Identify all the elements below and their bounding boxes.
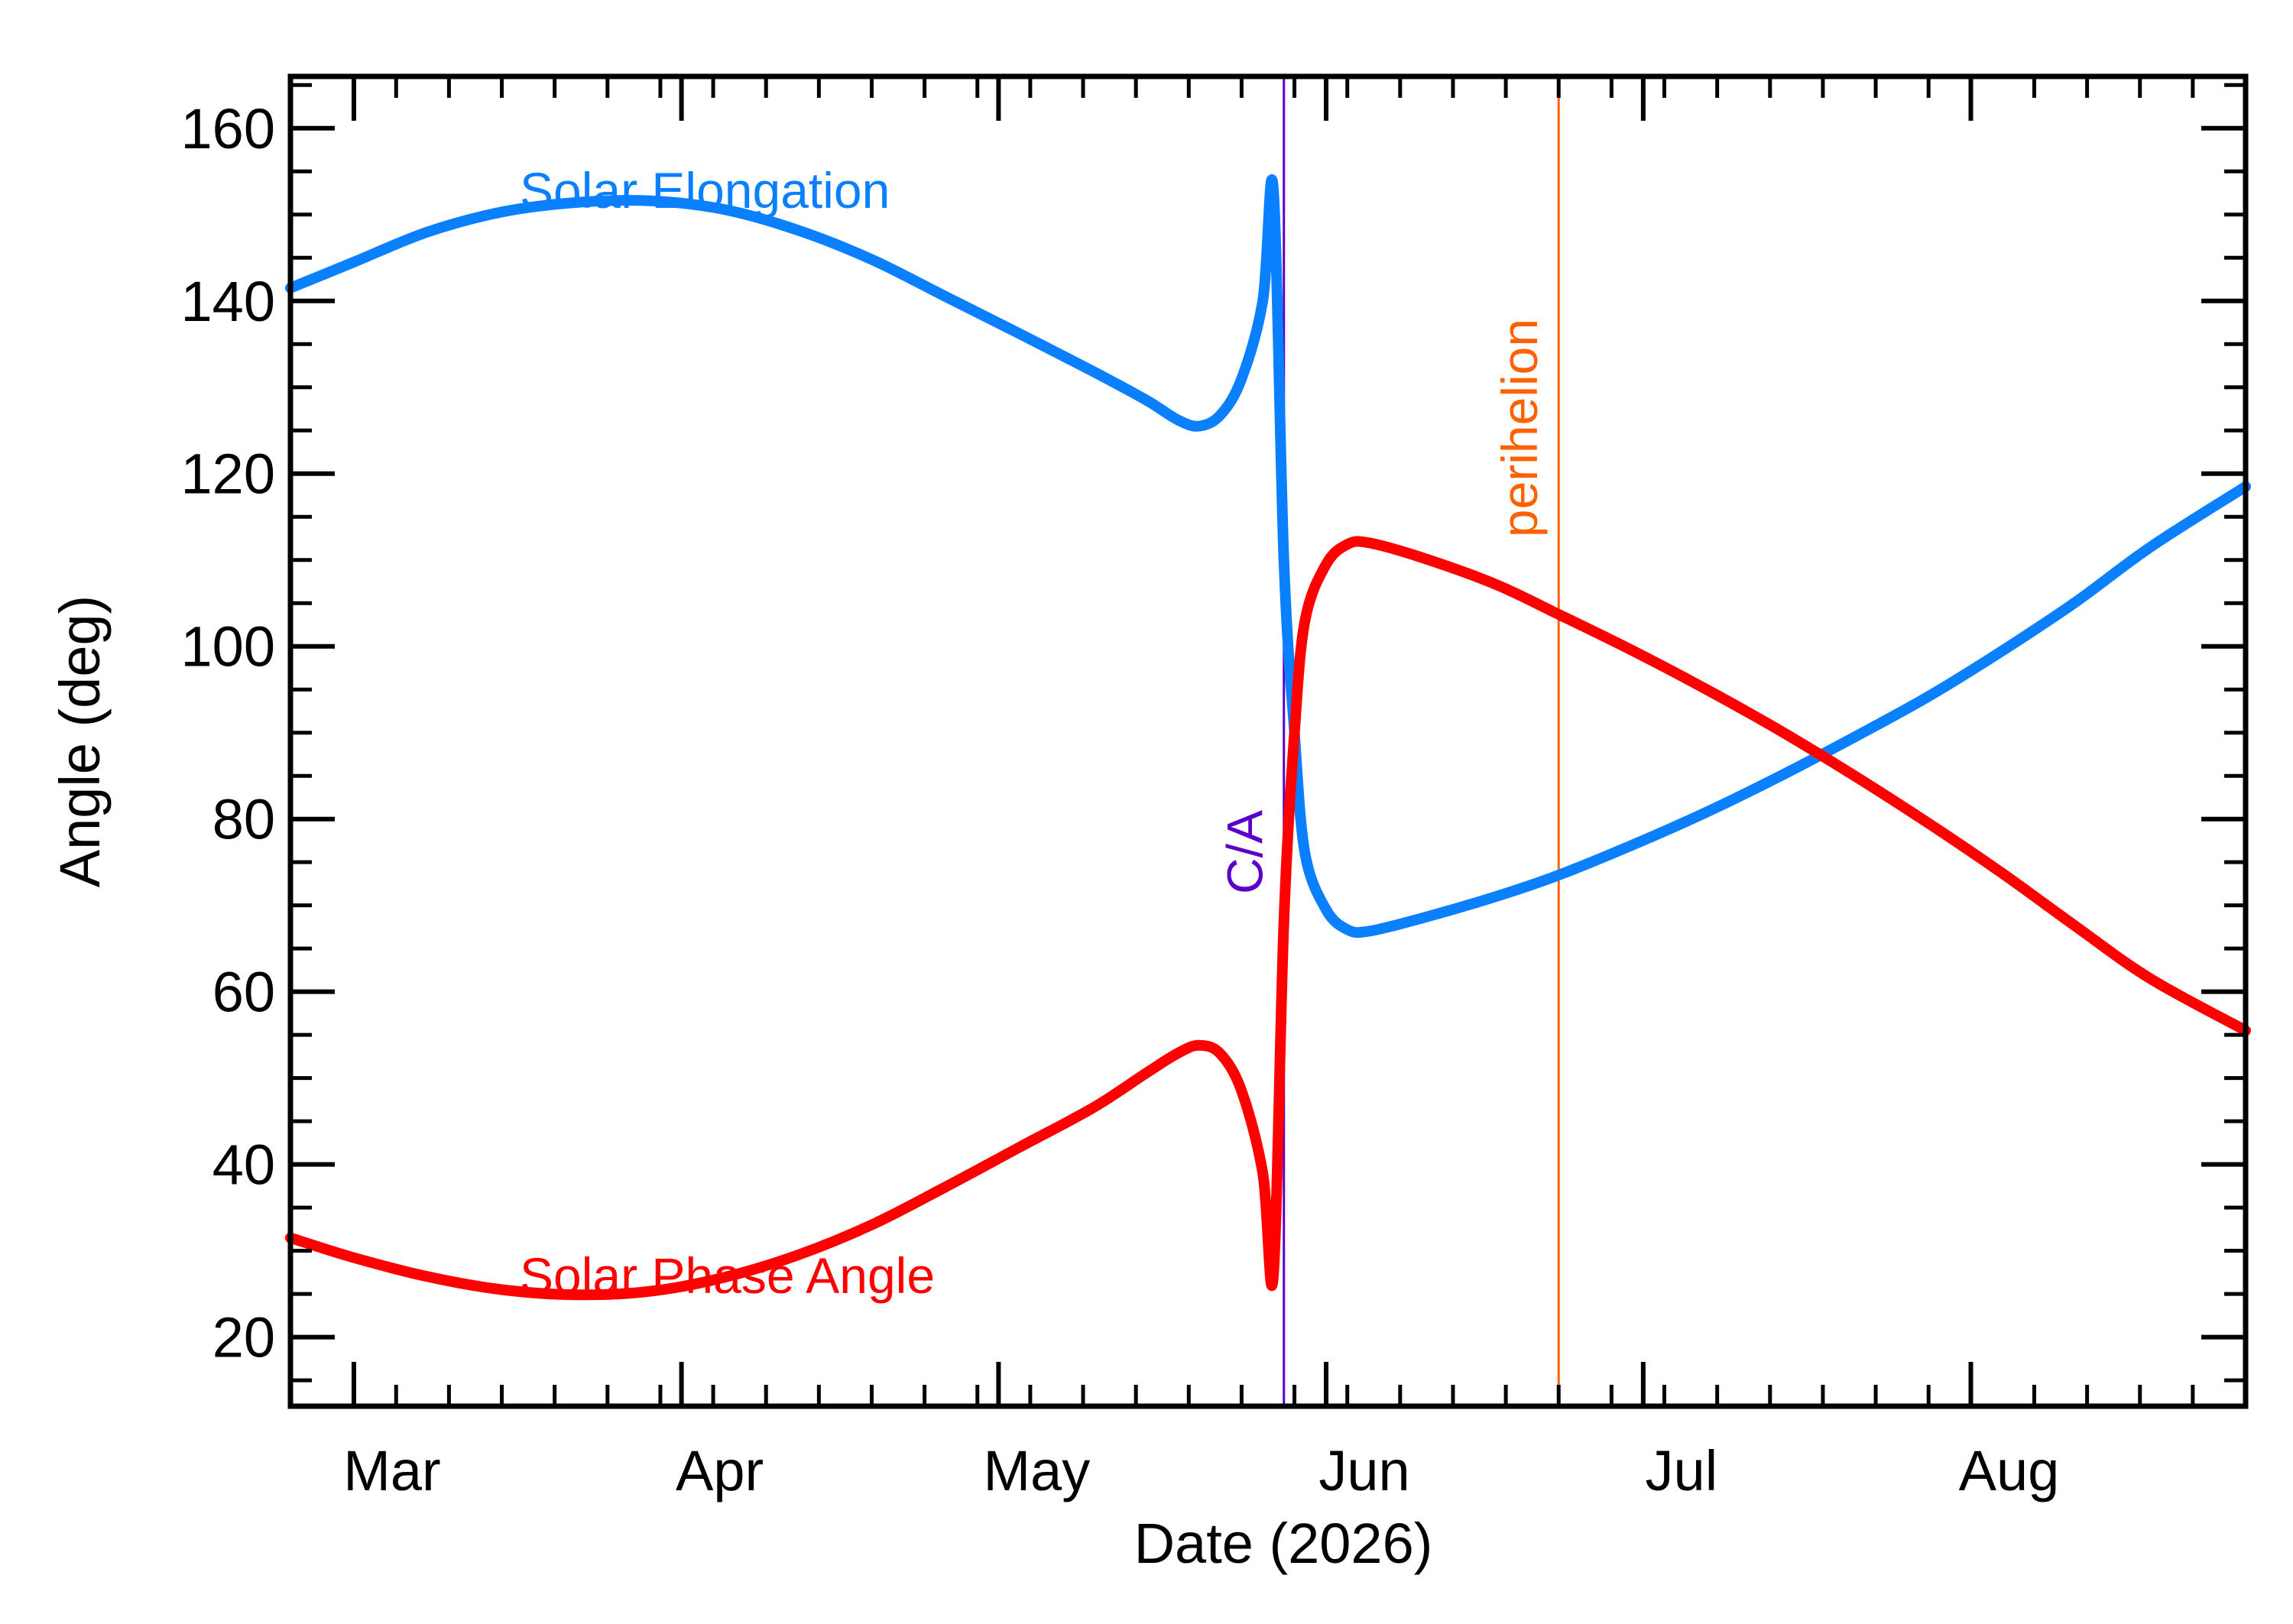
x-tick-label: Aug: [1959, 1439, 2060, 1502]
y-tick-label: 40: [212, 1133, 275, 1197]
y-tick-label: 120: [181, 442, 275, 506]
tick-labels: 20 40 60 80 100 120 140 160 Mar Apr May Jun Jul Aug: [181, 97, 2060, 1502]
x-tick-label: Jul: [1646, 1439, 1718, 1502]
x-tick-label: Mar: [343, 1439, 440, 1502]
plot-frame: [287, 73, 2249, 1409]
series-line-solar-elongation: [285, 174, 2251, 938]
event-labels: C/A perihelion: [1217, 319, 1549, 894]
series-label: Solar Elongation: [520, 162, 890, 219]
event-markers: [1283, 76, 1560, 1406]
axis-ticks: [288, 76, 2248, 1406]
y-tick-label: 160: [181, 97, 275, 160]
series-labels: Solar Elongation Solar Phase Angle: [520, 162, 935, 1304]
x-tick-label: Jun: [1318, 1439, 1409, 1502]
x-tick-label: Apr: [676, 1439, 764, 1502]
x-axis-title: Date (2026): [1134, 1512, 1433, 1575]
y-tick-label: 60: [212, 961, 275, 1024]
y-tick-label: 20: [212, 1306, 275, 1370]
event-label: C/A: [1217, 810, 1273, 894]
y-axis-title: Angle (deg): [48, 595, 112, 888]
series-line-solar-phase-angle: [285, 536, 2251, 1301]
series-label: Solar Phase Angle: [520, 1247, 935, 1304]
x-tick-label: May: [984, 1439, 1091, 1502]
series-lines: [285, 174, 2251, 1301]
event-label: perihelion: [1491, 319, 1548, 537]
y-tick-label: 100: [181, 615, 275, 679]
y-tick-label: 80: [212, 788, 275, 851]
y-tick-label: 140: [181, 270, 275, 333]
